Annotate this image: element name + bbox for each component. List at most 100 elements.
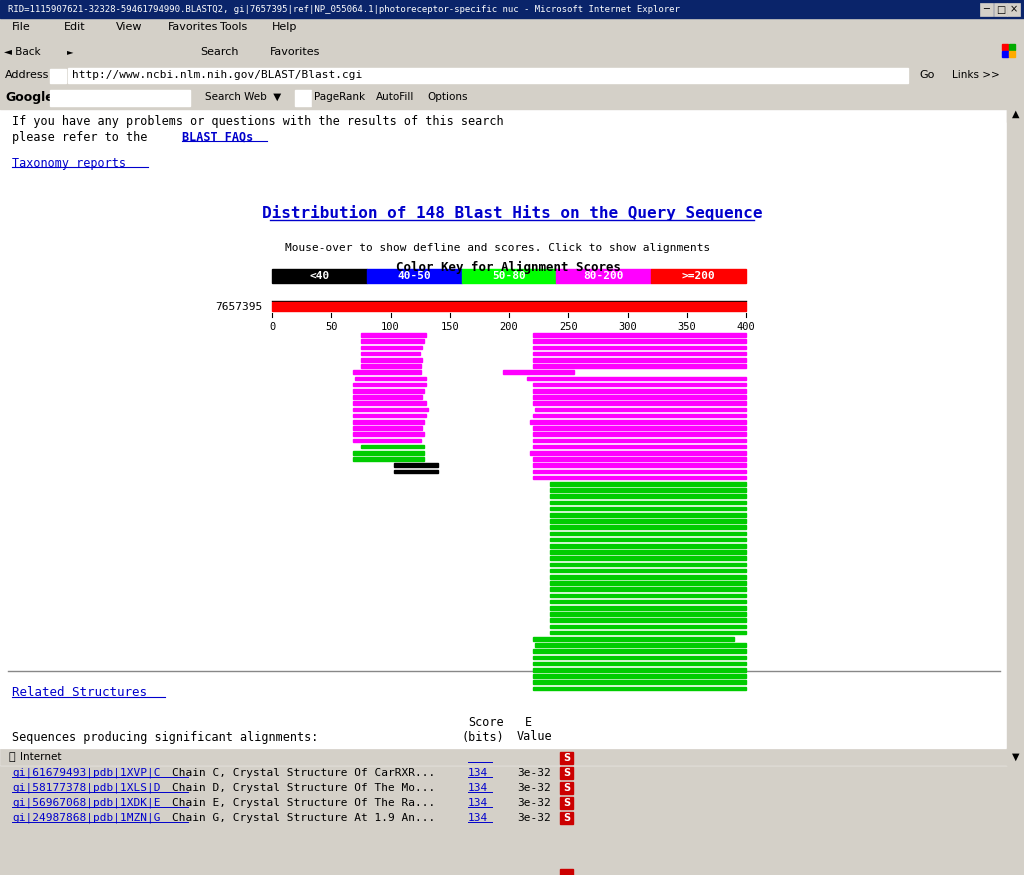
Bar (355, 376, 426, 380)
Bar (352, 458, 424, 461)
Bar (352, 426, 423, 430)
Bar (312, 90, 367, 106)
Bar (532, 358, 746, 361)
Text: >=200: >=200 (682, 271, 716, 281)
Bar (990, 90, 1014, 106)
Bar (195, 90, 290, 106)
Bar (76, 41, 92, 63)
Bar (560, 869, 573, 875)
Text: ─: ─ (984, 4, 989, 15)
Text: Value: Value (517, 731, 553, 744)
Bar (532, 438, 746, 442)
Text: 6e-33: 6e-33 (517, 753, 551, 763)
Bar (532, 675, 746, 678)
Bar (50, 69, 66, 83)
Text: Score: Score (468, 716, 504, 729)
Bar (532, 383, 746, 387)
Bar (560, 782, 573, 794)
Bar (551, 575, 746, 578)
Bar (551, 593, 746, 597)
Text: Chain C, Crystal Structure Of CarRXR...: Chain C, Crystal Structure Of CarRXR... (172, 768, 435, 778)
Bar (112, 41, 128, 63)
Text: 7657395: 7657395 (215, 302, 262, 312)
Text: ▼: ▼ (1012, 752, 1019, 761)
Bar (551, 569, 746, 572)
Text: 0: 0 (269, 322, 275, 332)
Bar (560, 812, 573, 824)
Text: Edit: Edit (63, 22, 86, 32)
Bar (560, 767, 573, 779)
Bar (66, 41, 74, 63)
Text: 50-80: 50-80 (493, 271, 526, 281)
Text: View: View (116, 22, 142, 32)
Bar (532, 333, 746, 337)
Bar (532, 364, 746, 368)
Bar (551, 612, 746, 616)
Bar (360, 444, 424, 448)
Bar (462, 269, 556, 283)
Bar (400, 41, 418, 63)
Bar (551, 482, 746, 486)
Text: RID=1115907621-32328-59461794990.BLASTQ2, gi|7657395|ref|NP_055064.1|photorecept: RID=1115907621-32328-59461794990.BLASTQ2… (8, 4, 680, 13)
Text: ►: ► (67, 47, 74, 57)
Bar (0, 36, 1024, 66)
Text: Favorites: Favorites (270, 47, 321, 57)
Bar (551, 606, 746, 610)
Text: 🌐: 🌐 (8, 752, 15, 762)
Text: ×: × (1010, 4, 1018, 15)
Text: (bits): (bits) (462, 731, 505, 744)
Text: Tools: Tools (220, 22, 247, 32)
Text: Sequences producing significant alignments:: Sequences producing significant alignmen… (12, 731, 318, 744)
Text: Chain D, Crystal Structure Of The Mo...: Chain D, Crystal Structure Of The Mo... (172, 783, 435, 793)
Bar (551, 550, 746, 554)
Text: Chain A, Crystal Structure Of A Heter...: Chain A, Crystal Structure Of A Heter... (172, 753, 442, 763)
Bar (394, 464, 438, 467)
Text: 136: 136 (468, 753, 488, 763)
Text: AutoFill: AutoFill (376, 92, 414, 102)
Bar (551, 538, 746, 542)
Text: Related Structures: Related Structures (12, 687, 147, 699)
Bar (532, 668, 746, 671)
Bar (532, 637, 734, 640)
Text: Search: Search (200, 47, 239, 57)
Bar (168, 41, 186, 63)
Bar (532, 476, 746, 480)
Text: 3e-32: 3e-32 (517, 768, 551, 778)
Bar (360, 346, 423, 349)
Bar (532, 464, 746, 467)
Bar (910, 68, 945, 83)
Bar (352, 451, 424, 454)
Text: Distribution of 148 Blast Hits on the Query Sequence: Distribution of 148 Blast Hits on the Qu… (262, 205, 762, 221)
Text: Google: Google (5, 90, 53, 103)
Bar (394, 470, 438, 473)
Bar (352, 414, 426, 417)
Text: File: File (12, 22, 31, 32)
Bar (530, 420, 746, 424)
Text: 400: 400 (736, 322, 756, 332)
Bar (1009, 51, 1015, 57)
Text: 134: 134 (468, 783, 488, 793)
Bar (551, 544, 746, 548)
Bar (360, 352, 420, 355)
Text: please refer to the: please refer to the (12, 130, 155, 144)
Bar (420, 90, 475, 106)
Bar (50, 90, 190, 106)
Bar (367, 269, 462, 283)
Text: 150: 150 (440, 322, 459, 332)
Bar (532, 458, 746, 461)
Text: 3e-32: 3e-32 (517, 798, 551, 808)
Bar (135, 41, 153, 63)
Bar (532, 655, 746, 659)
Bar (532, 426, 746, 430)
Text: S: S (563, 753, 570, 763)
Text: Help: Help (272, 22, 297, 32)
Bar (352, 402, 426, 405)
Text: If you have any problems or questions with the results of this search: If you have any problems or questions wi… (12, 116, 504, 129)
Bar (532, 432, 746, 436)
Text: gi|61679493|pdb|1XVP|C: gi|61679493|pdb|1XVP|C (12, 767, 161, 778)
Bar (0, 749, 1024, 765)
Bar (1007, 748, 1024, 765)
Bar (556, 269, 651, 283)
Bar (532, 346, 746, 349)
Bar (1007, 109, 1024, 765)
